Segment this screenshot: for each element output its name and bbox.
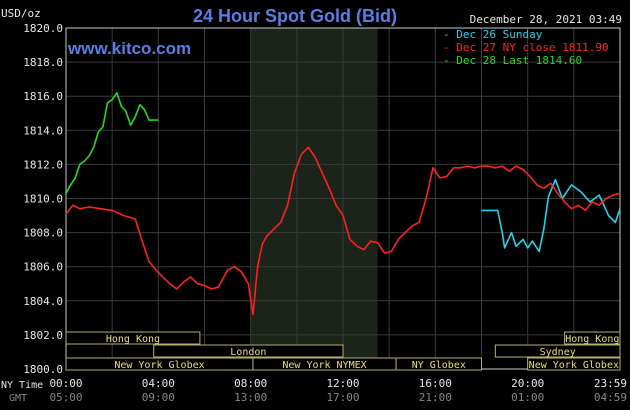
x-tick-label: 08:00 xyxy=(234,377,267,390)
x-tick-label: 04:00 xyxy=(142,377,175,390)
session-label: New York Globex xyxy=(529,360,619,371)
gmt-tick-label: 13:00 xyxy=(234,391,267,404)
session-bar-box xyxy=(153,344,344,358)
legend-item: - Dec 27 NY close 1811.90 xyxy=(443,41,609,54)
session-bar-box xyxy=(494,344,621,358)
legend-item: - Dec 26 Sunday xyxy=(443,28,543,41)
gmt-tick-label: 21:00 xyxy=(419,391,452,404)
series-line-2 xyxy=(65,92,159,194)
watermark: www.kitco.com xyxy=(67,39,191,58)
ny-time-label: NY Time xyxy=(1,380,43,391)
session-bar: New York Globex xyxy=(527,357,621,371)
x-tick-label: 00:00 xyxy=(49,377,82,390)
session-label: Hong Kong xyxy=(565,334,619,345)
y-tick-label: 1800.0 xyxy=(23,363,63,376)
y-tick-label: 1816.0 xyxy=(23,90,63,103)
session-label: London xyxy=(230,347,266,358)
unit-label: USD/oz xyxy=(1,7,41,20)
session-bar: Sydney xyxy=(494,344,621,358)
series-lines xyxy=(65,92,621,316)
legend-item: - Dec 28 Last 1814.60 xyxy=(443,54,582,67)
y-tick-label: 1808.0 xyxy=(23,227,63,240)
session-bar-box xyxy=(65,331,201,345)
y-tick-label: 1818.0 xyxy=(23,56,63,69)
y-tick-label: 1802.0 xyxy=(23,329,63,342)
y-tick-label: 1804.0 xyxy=(23,295,63,308)
session-label: Hong Kong xyxy=(106,334,160,345)
session-bar: Hong Kong xyxy=(564,331,621,345)
gmt-label: GMT xyxy=(9,393,27,404)
session-bar: London xyxy=(153,344,344,358)
grid-lines xyxy=(66,27,620,370)
timestamp: December 28, 2021 03:49 xyxy=(470,13,622,26)
session-label: Sydney xyxy=(540,347,576,358)
gmt-tick-label: 05:00 xyxy=(49,391,82,404)
session-label: New York Globex xyxy=(114,360,204,371)
gmt-tick-label: 09:00 xyxy=(142,391,175,404)
session-bar: NY Globex xyxy=(395,357,483,371)
x-tick-label: 23:59 xyxy=(594,377,627,390)
y-tick-label: 1810.0 xyxy=(23,193,63,206)
legend: - Dec 26 Sunday- Dec 27 NY close 1811.90… xyxy=(443,28,609,67)
session-bar-box xyxy=(527,357,621,371)
session-bar: New York Globex xyxy=(65,357,254,371)
session-label: New York NYMEX xyxy=(282,360,366,371)
session-bar-box xyxy=(395,357,483,371)
x-tick-label: 20:00 xyxy=(511,377,544,390)
gmt-tick-label: 17:00 xyxy=(326,391,359,404)
trading-sessions: Hong Kong Hong Kong London Sydney New York G… xyxy=(65,331,621,371)
gmt-tick-label: 04:59 xyxy=(594,391,627,404)
series-line-0 xyxy=(481,178,621,253)
session-bar-box xyxy=(564,331,621,345)
y-tick-label: 1806.0 xyxy=(23,261,63,274)
session-bar: Hong Kong xyxy=(65,331,201,345)
chart-title: 24 Hour Spot Gold (Bid) xyxy=(193,6,397,26)
y-tick-label: 1812.0 xyxy=(23,158,63,171)
x-axis-tick-labels: 00:00 04:00 08:00 12:00 16:00 20:00 23:59 05:00… xyxy=(49,377,627,404)
x-tick-label: 16:00 xyxy=(419,377,452,390)
session-bar: New York NYMEX xyxy=(252,357,397,371)
session-label: NY Globex xyxy=(412,360,466,371)
y-axis-tick-labels: 1800.0 1802.0 1804.0 1806.0 1808.0 1810.0 1812… xyxy=(23,22,63,376)
y-tick-label: 1814.0 xyxy=(23,124,63,137)
x-tick-label: 12:00 xyxy=(326,377,359,390)
y-tick-label: 1820.0 xyxy=(23,22,63,35)
series-line-1 xyxy=(65,146,621,316)
gmt-tick-label: 01:00 xyxy=(511,391,544,404)
